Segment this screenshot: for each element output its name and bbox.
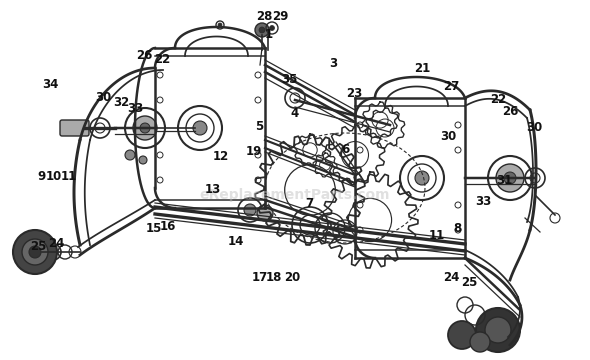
Text: 25: 25 bbox=[461, 276, 477, 289]
Text: 10: 10 bbox=[46, 170, 63, 183]
Text: 4: 4 bbox=[291, 107, 299, 120]
Circle shape bbox=[259, 27, 265, 33]
Circle shape bbox=[22, 239, 48, 265]
Text: 33: 33 bbox=[476, 195, 492, 208]
Circle shape bbox=[244, 204, 256, 216]
Text: 30: 30 bbox=[95, 91, 112, 104]
Text: 34: 34 bbox=[42, 78, 58, 91]
Circle shape bbox=[470, 332, 490, 352]
Circle shape bbox=[140, 123, 150, 133]
Circle shape bbox=[218, 23, 222, 27]
Text: 11: 11 bbox=[60, 170, 77, 183]
Circle shape bbox=[496, 164, 524, 192]
Circle shape bbox=[270, 26, 274, 31]
Text: 18: 18 bbox=[266, 271, 283, 284]
Text: 11: 11 bbox=[428, 229, 445, 242]
Text: 24: 24 bbox=[443, 271, 460, 284]
Text: 31: 31 bbox=[496, 174, 513, 186]
Circle shape bbox=[133, 116, 157, 140]
Text: 3: 3 bbox=[329, 57, 337, 69]
Text: 7: 7 bbox=[306, 197, 314, 210]
Circle shape bbox=[476, 308, 520, 352]
Text: 25: 25 bbox=[30, 240, 47, 253]
Text: 29: 29 bbox=[272, 10, 289, 23]
Text: 28: 28 bbox=[256, 10, 273, 23]
Text: 24: 24 bbox=[48, 237, 64, 249]
Text: 21: 21 bbox=[414, 62, 430, 75]
Text: 16: 16 bbox=[160, 220, 176, 233]
Text: 14: 14 bbox=[228, 235, 244, 248]
Text: 19: 19 bbox=[245, 145, 262, 158]
Text: 35: 35 bbox=[281, 73, 297, 86]
Text: 8: 8 bbox=[453, 222, 461, 235]
Circle shape bbox=[504, 172, 516, 184]
Text: 15: 15 bbox=[145, 222, 162, 235]
Text: 1: 1 bbox=[264, 28, 273, 41]
Text: 27: 27 bbox=[443, 80, 460, 93]
Circle shape bbox=[193, 121, 207, 135]
Text: 5: 5 bbox=[255, 120, 264, 132]
Text: 22: 22 bbox=[154, 53, 171, 66]
Text: 30: 30 bbox=[526, 121, 542, 134]
Text: 9: 9 bbox=[37, 170, 45, 183]
Text: eReplacementParts.com: eReplacementParts.com bbox=[200, 188, 390, 202]
Text: 26: 26 bbox=[136, 49, 153, 62]
Circle shape bbox=[13, 230, 57, 274]
Text: 12: 12 bbox=[213, 150, 230, 163]
Circle shape bbox=[257, 205, 273, 221]
Text: 13: 13 bbox=[204, 183, 221, 195]
Circle shape bbox=[125, 150, 135, 160]
Circle shape bbox=[448, 321, 476, 349]
Circle shape bbox=[485, 317, 511, 343]
Text: 30: 30 bbox=[440, 130, 457, 143]
Text: 26: 26 bbox=[502, 105, 519, 118]
Circle shape bbox=[415, 171, 429, 185]
FancyBboxPatch shape bbox=[60, 120, 89, 136]
Text: 6: 6 bbox=[341, 143, 349, 156]
Text: 23: 23 bbox=[346, 87, 362, 100]
Text: 22: 22 bbox=[490, 93, 507, 105]
Text: 32: 32 bbox=[113, 96, 129, 109]
Text: 33: 33 bbox=[127, 102, 144, 114]
Circle shape bbox=[139, 156, 147, 164]
Circle shape bbox=[255, 23, 269, 37]
Text: 17: 17 bbox=[251, 271, 268, 284]
Circle shape bbox=[29, 246, 41, 258]
Text: 20: 20 bbox=[284, 271, 300, 284]
